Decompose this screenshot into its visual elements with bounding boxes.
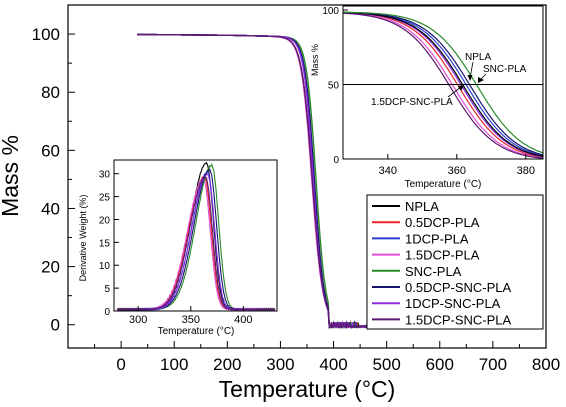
zoom-y-tick-label: 100 — [322, 6, 339, 17]
annotation-snc-pla-arrowhead — [478, 77, 484, 83]
derivative-x-tick-label: 400 — [234, 314, 252, 326]
main-y-tick-label: 40 — [41, 199, 60, 218]
inset-derivative-y-axis-label: Derivative Weight (%) — [78, 195, 88, 282]
annotation-1-5dcp-snc-pla-arrowhead — [458, 85, 464, 91]
legend-label-1-5dcp-pla: 1.5DCP-PLA — [405, 248, 480, 263]
annotation-npla-arrowhead — [467, 75, 473, 81]
zoom-curve-1-5dcp-pla — [342, 12, 544, 159]
main-x-tick-label: 300 — [266, 355, 294, 374]
main-y-axis-label: Mass % — [0, 135, 23, 217]
derivative-y-tick-label: 10 — [99, 261, 111, 272]
main-x-axis-label: Temperature (°C) — [219, 376, 396, 402]
main-x-tick-label: 200 — [213, 355, 241, 374]
derivative-y-tick-label: 5 — [104, 284, 110, 295]
annotation-1-5dcp-snc-pla: 1.5DCP-SNC-PLA — [371, 97, 453, 108]
main-y-tick-label: 20 — [41, 258, 60, 277]
inset-derivative-y-axis: 0 5 10 15 20 25 30 — [99, 170, 119, 318]
annotation-1-5dcp-snc-pla-arrow — [447, 86, 462, 98]
inset-zoom-x-axis: 340 360 380 — [379, 154, 535, 177]
inset-zoom-plot: 340 360 380 0 50 100 Temperature (°C) Mass %… — [310, 5, 544, 190]
legend-label-0-5dcp-snc-pla: 0.5DCP-SNC-PLA — [405, 280, 512, 295]
derivative-y-tick-label: 25 — [99, 193, 111, 204]
zoom-curve-snc-pla — [343, 11, 544, 154]
inset-zoom-y-axis: 0 50 100 — [322, 6, 348, 166]
zoom-curve-npla — [342, 11, 544, 157]
derivative-y-tick-label: 0 — [104, 307, 110, 318]
zoom-x-tick-label: 360 — [448, 165, 466, 177]
inset-derivative-background — [114, 160, 277, 311]
main-x-tick-label: 700 — [479, 355, 507, 374]
inset-zoom-background — [343, 6, 543, 159]
inset-derivative-x-axis: 300 350 400 — [129, 306, 253, 326]
legend-label-1-5dcp-snc-pla: 1.5DCP-SNC-PLA — [405, 312, 512, 327]
derivative-curve-1-5dcp-snc-pla — [116, 175, 276, 312]
main-x-tick-label: 500 — [372, 355, 400, 374]
main-y-tick-label: 0 — [51, 316, 60, 335]
main-x-tick-label: 800 — [532, 355, 560, 374]
derivative-y-tick-label: 15 — [99, 238, 111, 249]
legend-box — [366, 194, 544, 330]
main-x-tick-label: 100 — [160, 355, 188, 374]
legend-label-1dcp-pla: 1DCP-PLA — [405, 231, 469, 246]
main-y-axis: 0 20 40 60 80 100 — [32, 25, 75, 335]
derivative-x-tick-label: 350 — [182, 314, 200, 326]
inset-derivative-curves — [116, 161, 276, 312]
main-y-tick-label: 100 — [32, 25, 60, 44]
inset-zoom-x-axis-label: Temperature (°C) — [405, 179, 482, 190]
legend-label-0-5dcp-pla: 0.5DCP-PLA — [405, 215, 480, 230]
main-y-tick-label: 60 — [41, 141, 60, 160]
zoom-x-tick-label: 340 — [379, 165, 397, 177]
inset-zoom-frame — [342, 5, 544, 160]
zoom-y-tick-label: 0 — [333, 155, 339, 166]
main-x-tick-label: 400 — [319, 355, 347, 374]
main-y-tick-label: 80 — [41, 83, 60, 102]
main-x-tick-label: 600 — [426, 355, 454, 374]
derivative-y-tick-label: 20 — [99, 215, 111, 226]
annotation-npla: NPLA — [465, 52, 491, 63]
inset-zoom-y-axis-label: Mass % — [310, 44, 320, 76]
main-x-tick-label: 0 — [116, 355, 125, 374]
zoom-curve-1-5dcp-snc-pla — [342, 12, 544, 159]
derivative-x-tick-label: 300 — [129, 314, 147, 326]
legend-label-snc-pla: SNC-PLA — [405, 264, 462, 279]
inset-zoom-curves — [342, 11, 544, 159]
annotation-snc-pla: SNC-PLA — [483, 64, 527, 75]
inset-derivative-frame — [113, 159, 278, 312]
inset-zoom-annotations: NPLA SNC-PLA 1.5DCP-SNC-PLA — [371, 52, 527, 108]
zoom-x-tick-label: 380 — [517, 165, 535, 177]
main-x-axis: 0 100 200 300 400 500 600 700 800 — [94, 341, 560, 374]
legend-label-1dcp-snc-pla: 1DCP-SNC-PLA — [405, 296, 501, 311]
derivative-y-tick-label: 30 — [99, 170, 111, 181]
main-curves — [137, 33, 478, 330]
legend-label-npla: NPLA — [405, 199, 439, 214]
zoom-y-tick-label: 50 — [328, 81, 340, 92]
inset-derivative-x-axis-label: Temperature (°C) — [158, 326, 235, 337]
